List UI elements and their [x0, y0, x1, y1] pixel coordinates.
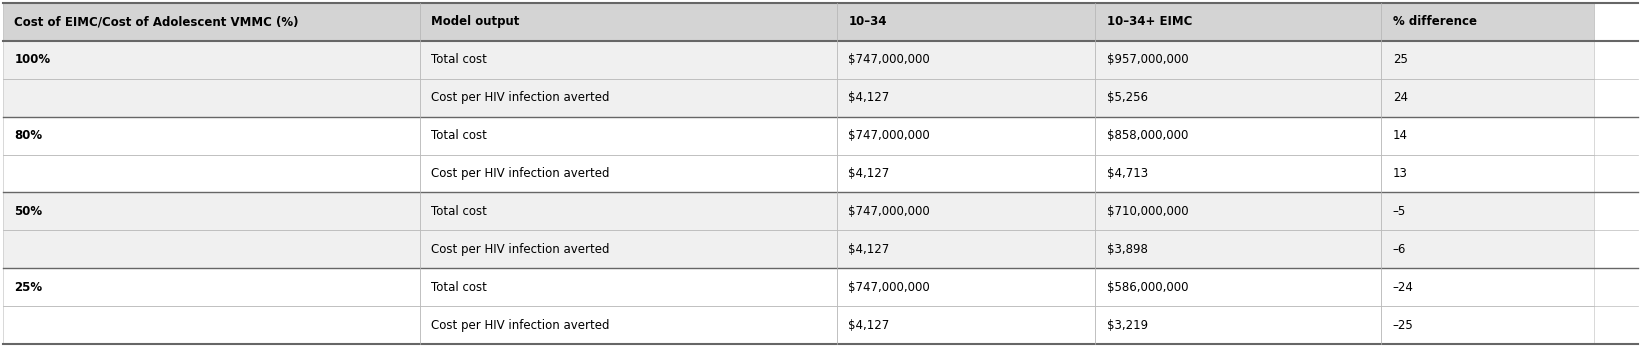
Bar: [420, 268, 837, 306]
Text: –5: –5: [1393, 205, 1406, 218]
Bar: [420, 230, 837, 268]
Text: Cost per HIV infection averted: Cost per HIV infection averted: [432, 319, 610, 332]
Bar: [420, 306, 837, 344]
Bar: [1095, 306, 1382, 344]
Bar: [1095, 154, 1382, 193]
Text: $747,000,000: $747,000,000: [848, 281, 930, 294]
Text: $957,000,000: $957,000,000: [1106, 53, 1188, 66]
Text: $858,000,000: $858,000,000: [1106, 129, 1188, 142]
Text: –6: –6: [1393, 243, 1406, 256]
Text: $4,127: $4,127: [848, 91, 889, 104]
Bar: [1095, 117, 1382, 154]
Bar: [1382, 268, 1593, 306]
Bar: [837, 3, 1095, 41]
Text: 100%: 100%: [15, 53, 51, 66]
Bar: [420, 154, 837, 193]
Text: Total cost: Total cost: [432, 205, 487, 218]
Bar: [3, 193, 420, 230]
Bar: [1095, 268, 1382, 306]
Bar: [3, 268, 420, 306]
Bar: [837, 193, 1095, 230]
Text: $747,000,000: $747,000,000: [848, 129, 930, 142]
Bar: [837, 268, 1095, 306]
Bar: [1095, 3, 1382, 41]
Bar: [1095, 230, 1382, 268]
Bar: [420, 41, 837, 79]
Text: Model output: Model output: [432, 15, 520, 28]
Bar: [837, 117, 1095, 154]
Text: 14: 14: [1393, 129, 1408, 142]
Bar: [420, 79, 837, 117]
Text: $747,000,000: $747,000,000: [848, 205, 930, 218]
Text: % difference: % difference: [1393, 15, 1477, 28]
Text: $5,256: $5,256: [1106, 91, 1147, 104]
Bar: [837, 230, 1095, 268]
Bar: [1095, 79, 1382, 117]
Bar: [1382, 117, 1593, 154]
Bar: [837, 154, 1095, 193]
Bar: [420, 3, 837, 41]
Text: 25%: 25%: [15, 281, 43, 294]
Bar: [3, 306, 420, 344]
Bar: [3, 154, 420, 193]
Bar: [1095, 193, 1382, 230]
Bar: [420, 193, 837, 230]
Bar: [3, 79, 420, 117]
Bar: [837, 79, 1095, 117]
Bar: [3, 117, 420, 154]
Bar: [420, 117, 837, 154]
Text: 80%: 80%: [15, 129, 43, 142]
Text: 10–34+ EIMC: 10–34+ EIMC: [1106, 15, 1191, 28]
Bar: [1382, 3, 1593, 41]
Bar: [3, 3, 420, 41]
Bar: [837, 306, 1095, 344]
Bar: [1382, 79, 1593, 117]
Text: $4,127: $4,127: [848, 243, 889, 256]
Bar: [1382, 193, 1593, 230]
Bar: [1382, 154, 1593, 193]
Text: Cost per HIV infection averted: Cost per HIV infection averted: [432, 91, 610, 104]
Text: $3,898: $3,898: [1106, 243, 1147, 256]
Text: Total cost: Total cost: [432, 129, 487, 142]
Bar: [1382, 306, 1593, 344]
Text: Cost per HIV infection averted: Cost per HIV infection averted: [432, 243, 610, 256]
Text: Cost of EIMC/Cost of Adolescent VMMC (%): Cost of EIMC/Cost of Adolescent VMMC (%): [15, 15, 299, 28]
Text: Cost per HIV infection averted: Cost per HIV infection averted: [432, 167, 610, 180]
Text: $4,127: $4,127: [848, 319, 889, 332]
Bar: [1095, 41, 1382, 79]
Text: 25: 25: [1393, 53, 1408, 66]
Text: $3,219: $3,219: [1106, 319, 1147, 332]
Bar: [1382, 41, 1593, 79]
Bar: [1382, 230, 1593, 268]
Text: $4,713: $4,713: [1106, 167, 1147, 180]
Text: 10–34: 10–34: [848, 15, 886, 28]
Text: –24: –24: [1393, 281, 1415, 294]
Text: Total cost: Total cost: [432, 281, 487, 294]
Text: 24: 24: [1393, 91, 1408, 104]
Text: $4,127: $4,127: [848, 167, 889, 180]
Text: $747,000,000: $747,000,000: [848, 53, 930, 66]
Bar: [3, 230, 420, 268]
Text: Total cost: Total cost: [432, 53, 487, 66]
Text: $710,000,000: $710,000,000: [1106, 205, 1188, 218]
Bar: [837, 41, 1095, 79]
Text: 50%: 50%: [15, 205, 43, 218]
Text: 13: 13: [1393, 167, 1408, 180]
Bar: [3, 41, 420, 79]
Text: $586,000,000: $586,000,000: [1106, 281, 1188, 294]
Text: –25: –25: [1393, 319, 1413, 332]
